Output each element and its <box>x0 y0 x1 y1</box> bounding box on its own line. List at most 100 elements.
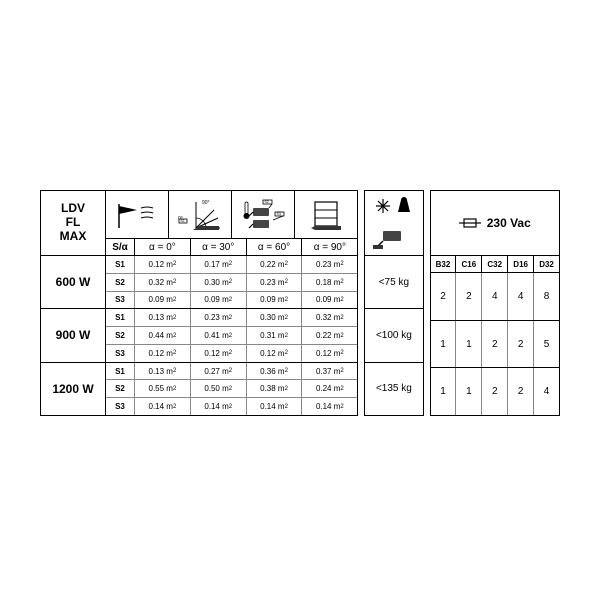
data-cell: 0.22 m2 <box>247 256 303 273</box>
title-line: FL <box>66 216 81 230</box>
right-body: 224481122511224 <box>431 273 559 415</box>
breaker-header-row: B32C16C32D16D32 <box>431 256 559 273</box>
weight-cell: <100 kg <box>365 309 422 362</box>
breaker-col: B32 <box>431 256 457 272</box>
angle-col: α = 60° <box>247 239 303 255</box>
data-cell: 0.14 m2 <box>135 398 191 415</box>
data-row: S30.12 m20.12 m20.12 m20.12 m2 <box>106 345 357 362</box>
svg-text:S3: S3 <box>277 212 281 216</box>
angles-icon: 90° 0° S1 <box>169 191 232 238</box>
right-header: 230 Vac <box>431 191 559 256</box>
svg-text:S1: S1 <box>181 219 185 223</box>
data-cell: 0.30 m2 <box>247 309 303 326</box>
breaker-cell: 1 <box>456 368 482 415</box>
title-line: MAX <box>60 230 87 244</box>
data-cell: 0.12 m2 <box>135 345 191 362</box>
series-name: S1 <box>106 363 135 380</box>
breaker-row: 22448 <box>431 273 559 321</box>
model-title: LDV FL MAX <box>41 191 106 255</box>
breaker-cell: 2 <box>482 368 508 415</box>
left-panel: LDV FL MAX 90° 0 <box>40 190 358 416</box>
data-cell: 0.30 m2 <box>191 274 247 291</box>
thermo-icon: S2 S3 <box>232 191 295 238</box>
wind-icon <box>106 191 169 238</box>
data-cell: 0.32 m2 <box>302 309 357 326</box>
data-row: S20.55 m20.50 m20.38 m20.24 m2 <box>106 380 357 398</box>
breaker-cell: 4 <box>534 368 559 415</box>
breaker-cell: 4 <box>508 273 534 320</box>
data-cell: 0.14 m2 <box>247 398 303 415</box>
angle-col: α = 0° <box>135 239 191 255</box>
data-cell: 0.44 m2 <box>135 327 191 344</box>
right-panel: 230 Vac B32C16C32D16D32 224481122511224 <box>430 190 560 416</box>
data-cell: 0.14 m2 <box>302 398 357 415</box>
data-row: S30.09 m20.09 m20.09 m20.09 m2 <box>106 292 357 309</box>
data-cell: 0.14 m2 <box>191 398 247 415</box>
data-cell: 0.41 m2 <box>191 327 247 344</box>
svg-text:90°: 90° <box>202 200 210 206</box>
sa-label: S/α <box>106 239 135 255</box>
voltage-label: 230 Vac <box>487 216 531 230</box>
data-cell: 0.24 m2 <box>302 380 357 397</box>
data-cell: 0.12 m2 <box>135 256 191 273</box>
data-cell: 0.09 m2 <box>135 292 191 309</box>
breaker-row: 11225 <box>431 321 559 369</box>
breaker-cell: 2 <box>431 273 457 320</box>
data-row: S30.14 m20.14 m20.14 m20.14 m2 <box>106 398 357 415</box>
breaker-cell: 1 <box>431 321 457 368</box>
series-name: S2 <box>106 274 135 291</box>
fuse-icon <box>459 216 481 230</box>
watt-group: 1200 WS10.13 m20.27 m20.36 m20.37 m2S20.… <box>41 363 357 415</box>
data-cell: 0.37 m2 <box>302 363 357 380</box>
data-cell: 0.12 m2 <box>191 345 247 362</box>
snow-weight-icon <box>371 196 417 220</box>
breaker-col: D16 <box>508 256 534 272</box>
data-cell: 0.09 m2 <box>191 292 247 309</box>
data-cell: 0.12 m2 <box>247 345 303 362</box>
series-name: S1 <box>106 256 135 273</box>
angle-header-row: S/α α = 0° α = 30° α = 60° α = 90° <box>106 238 357 255</box>
series-name: S2 <box>106 327 135 344</box>
series-name: S3 <box>106 292 135 309</box>
breaker-cell: 1 <box>431 368 457 415</box>
data-cell: 0.13 m2 <box>135 309 191 326</box>
data-cell: 0.17 m2 <box>191 256 247 273</box>
data-cell: 0.27 m2 <box>191 363 247 380</box>
series-name: S2 <box>106 380 135 397</box>
watt-label: 900 W <box>41 309 106 361</box>
svg-text:S2: S2 <box>265 200 269 204</box>
data-row: S20.44 m20.41 m20.31 m20.22 m2 <box>106 327 357 345</box>
watt-group: 900 WS10.13 m20.23 m20.30 m20.32 m2S20.4… <box>41 309 357 362</box>
series-name: S3 <box>106 345 135 362</box>
mid-panel: <75 kg<100 kg<135 kg <box>364 190 423 416</box>
breaker-cell: 8 <box>534 273 559 320</box>
spec-table: LDV FL MAX 90° 0 <box>40 190 560 416</box>
breaker-cell: 1 <box>456 321 482 368</box>
data-row: S10.13 m20.27 m20.36 m20.37 m2 <box>106 363 357 381</box>
data-cell: 0.55 m2 <box>135 380 191 397</box>
left-body: 600 WS10.12 m20.17 m20.22 m20.23 m2S20.3… <box>41 256 357 415</box>
breaker-cell: 2 <box>508 368 534 415</box>
data-cell: 0.23 m2 <box>302 256 357 273</box>
watt-group: 600 WS10.12 m20.17 m20.22 m20.23 m2S20.3… <box>41 256 357 309</box>
breaker-col: C16 <box>456 256 482 272</box>
breaker-col: D32 <box>534 256 559 272</box>
data-cell: 0.38 m2 <box>247 380 303 397</box>
data-cell: 0.23 m2 <box>191 309 247 326</box>
data-cell: 0.09 m2 <box>302 292 357 309</box>
breaker-cell: 2 <box>456 273 482 320</box>
breaker-col: C32 <box>482 256 508 272</box>
data-cell: 0.13 m2 <box>135 363 191 380</box>
data-cell: 0.18 m2 <box>302 274 357 291</box>
breaker-cell: 2 <box>482 321 508 368</box>
series-name: S3 <box>106 398 135 415</box>
data-cell: 0.36 m2 <box>247 363 303 380</box>
angle-col: α = 30° <box>191 239 247 255</box>
panel-icon <box>295 191 357 238</box>
breaker-cell: 4 <box>482 273 508 320</box>
weight-cell: <135 kg <box>365 363 422 415</box>
data-cell: 0.50 m2 <box>191 380 247 397</box>
mid-body: <75 kg<100 kg<135 kg <box>365 256 422 415</box>
series-name: S1 <box>106 309 135 326</box>
data-cell: 0.31 m2 <box>247 327 303 344</box>
